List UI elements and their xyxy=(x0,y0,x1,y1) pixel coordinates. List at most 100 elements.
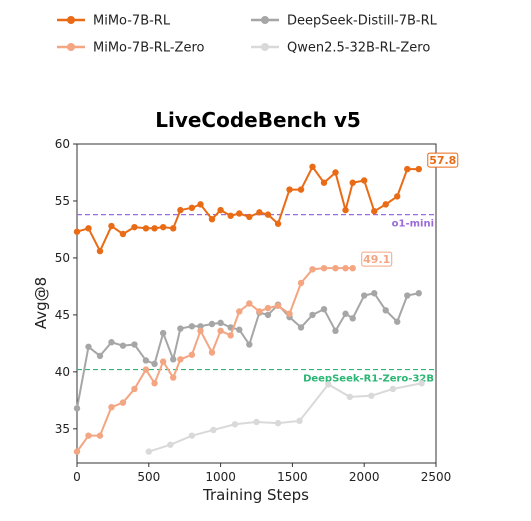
data-point-qwen2-5-32b-rl-zero xyxy=(368,392,375,399)
series-layer xyxy=(73,163,425,455)
data-point-deepseek-distill-7b-rl xyxy=(320,305,328,313)
data-point-mimo-7b-rl-zero xyxy=(208,349,216,356)
data-point-deepseek-distill-7b-rl xyxy=(96,352,104,360)
x-tick-label: 2000 xyxy=(349,470,380,484)
data-point-mimo-7b-rl xyxy=(73,228,81,235)
data-point-mimo-7b-rl xyxy=(177,206,184,214)
data-point-mimo-7b-rl xyxy=(320,179,328,186)
data-point-mimo-7b-rl xyxy=(371,208,378,215)
data-point-deepseek-distill-7b-rl xyxy=(208,320,216,328)
data-point-mimo-7b-rl-zero xyxy=(264,304,272,312)
data-point-mimo-7b-rl-zero xyxy=(309,266,316,273)
data-point-mimo-7b-rl-zero xyxy=(142,366,150,373)
data-point-deepseek-distill-7b-rl xyxy=(309,311,316,319)
data-point-deepseek-distill-7b-rl xyxy=(73,405,81,412)
data-point-qwen2-5-32b-rl-zero xyxy=(145,448,152,455)
data-point-deepseek-distill-7b-rl xyxy=(108,339,115,346)
data-point-mimo-7b-rl-zero xyxy=(131,385,138,393)
data-point-deepseek-distill-7b-rl xyxy=(404,292,411,299)
data-point-deepseek-distill-7b-rl xyxy=(415,290,422,297)
legend-item-qwen: Qwen2.5-32B-RL-Zero xyxy=(251,41,430,56)
data-point-deepseek-distill-7b-rl xyxy=(131,341,138,348)
data-point-deepseek-distill-7b-rl xyxy=(177,325,184,332)
data-point-mimo-7b-rl xyxy=(108,222,115,230)
data-point-deepseek-distill-7b-rl xyxy=(197,323,204,330)
data-point-mimo-7b-rl xyxy=(332,169,339,176)
data-point-qwen2-5-32b-rl-zero xyxy=(253,418,260,426)
end-label-mimo-7b-rl: 57.8 xyxy=(429,154,456,167)
data-point-mimo-7b-rl-zero xyxy=(274,302,282,309)
legend-marker-mimo-7b-rl xyxy=(67,16,75,24)
data-point-mimo-7b-rl xyxy=(119,230,127,238)
legend-label-deepseek-distill: DeepSeek-Distill-7B-RL xyxy=(287,14,438,29)
end-label-mimo-7b-rl-zero: 49.1 xyxy=(363,253,390,266)
data-point-deepseek-distill-7b-rl xyxy=(142,357,150,364)
data-point-mimo-7b-rl-zero xyxy=(297,279,305,287)
series-line-qwen2-5-32b-rl-zero xyxy=(148,382,422,453)
data-point-mimo-7b-rl xyxy=(256,209,263,216)
ref-label-o1-mini: o1-mini xyxy=(392,219,434,230)
data-point-qwen2-5-32b-rl-zero xyxy=(210,426,217,434)
ref-label-deepseek-r1-zero-32b: DeepSeek-R1-Zero-32B xyxy=(303,374,434,385)
data-point-qwen2-5-32b-rl-zero xyxy=(418,380,425,387)
data-point-deepseek-distill-7b-rl xyxy=(217,319,224,327)
data-point-qwen2-5-32b-rl-zero xyxy=(346,393,354,401)
data-point-deepseek-distill-7b-rl xyxy=(151,360,158,368)
y-tick-label: 55 xyxy=(55,194,70,208)
data-point-mimo-7b-rl-zero xyxy=(96,432,104,439)
data-point-qwen2-5-32b-rl-zero xyxy=(231,421,239,428)
data-point-mimo-7b-rl xyxy=(142,225,150,232)
y-tick-label: 60 xyxy=(55,137,70,151)
data-point-mimo-7b-rl-zero xyxy=(320,264,328,272)
data-point-mimo-7b-rl xyxy=(159,223,167,231)
data-point-mimo-7b-rl-zero xyxy=(170,374,177,381)
end-label-box-mimo-7b-rl-zero xyxy=(361,251,393,267)
data-point-mimo-7b-rl-zero xyxy=(332,264,339,272)
data-point-mimo-7b-rl xyxy=(349,179,356,186)
data-point-mimo-7b-rl-zero xyxy=(108,403,115,411)
data-point-qwen2-5-32b-rl-zero xyxy=(296,417,303,425)
data-point-mimo-7b-rl xyxy=(188,204,196,211)
data-point-mimo-7b-rl xyxy=(197,201,204,208)
data-point-deepseek-distill-7b-rl xyxy=(361,292,368,299)
legend-marker-qwen xyxy=(261,43,269,51)
series-line-mimo-7b-rl xyxy=(76,165,419,253)
y-tick-label: 40 xyxy=(55,365,70,379)
data-point-mimo-7b-rl xyxy=(309,163,316,170)
data-point-deepseek-distill-7b-rl xyxy=(236,326,243,333)
data-point-mimo-7b-rl-zero xyxy=(159,358,167,365)
series-mimo-7b-rl xyxy=(73,163,422,255)
data-point-mimo-7b-rl-zero xyxy=(73,448,81,455)
data-point-mimo-7b-rl xyxy=(208,215,216,223)
data-point-mimo-7b-rl-zero xyxy=(217,327,224,335)
data-point-mimo-7b-rl-zero xyxy=(151,380,158,387)
x-tick-label: 1500 xyxy=(277,470,308,484)
data-point-deepseek-distill-7b-rl xyxy=(119,342,127,349)
legend-marker-deepseek-distill xyxy=(261,16,269,24)
legend: MiMo-7B-RL MiMo-7B-RL-Zero DeepSeek-Dist… xyxy=(57,14,438,56)
data-point-mimo-7b-rl-zero xyxy=(177,356,184,363)
data-point-mimo-7b-rl xyxy=(170,225,177,232)
plot-area: o1-mini DeepSeek-R1-Zero-32B 57.8 49.1 0 50… xyxy=(55,137,459,484)
data-point-mimo-7b-rl xyxy=(96,247,104,255)
data-point-deepseek-distill-7b-rl xyxy=(342,310,349,317)
x-axis-label: Training Steps xyxy=(202,486,309,504)
legend-item-deepseek-distill: DeepSeek-Distill-7B-RL xyxy=(251,14,438,29)
axis-ticks: 0 500 1000 1500 2000 2500 35 40 45 50 55 60 xyxy=(55,137,452,484)
data-point-mimo-7b-rl-zero xyxy=(236,308,243,315)
data-point-mimo-7b-rl xyxy=(394,193,401,200)
y-tick-label: 35 xyxy=(55,422,70,436)
x-tick-label: 0 xyxy=(73,470,81,484)
legend-label-mimo-7b-rl: MiMo-7B-RL xyxy=(93,14,171,29)
data-point-mimo-7b-rl xyxy=(151,225,158,232)
data-point-deepseek-distill-7b-rl xyxy=(188,323,196,330)
data-point-mimo-7b-rl xyxy=(361,177,368,184)
series-line-mimo-7b-rl-zero xyxy=(76,267,353,453)
x-tick-label: 2500 xyxy=(421,470,452,484)
data-point-mimo-7b-rl xyxy=(382,201,389,208)
data-point-mimo-7b-rl xyxy=(415,165,422,173)
data-point-mimo-7b-rl xyxy=(217,206,224,214)
data-point-qwen2-5-32b-rl-zero xyxy=(188,432,196,439)
x-tick-label: 1000 xyxy=(205,470,236,484)
data-point-mimo-7b-rl xyxy=(131,223,138,231)
